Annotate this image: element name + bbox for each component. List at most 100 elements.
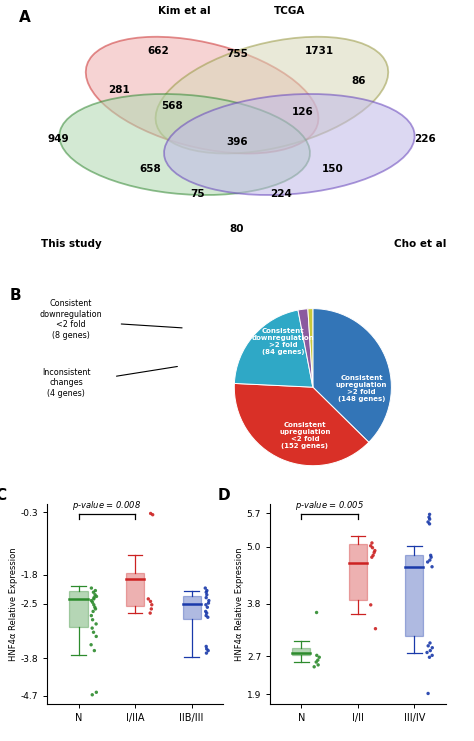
Point [203,607,210,619]
Point [146,607,154,619]
Text: Cho et al: Cho et al [394,239,447,249]
Point [202,605,210,617]
Point [367,540,374,552]
Text: $p$-value = 0.008: $p$-value = 0.008 [72,499,141,512]
Ellipse shape [155,37,388,153]
Point [372,622,379,634]
Text: This study: This study [41,239,101,249]
Wedge shape [298,309,313,387]
Bar [349,545,367,600]
Point [203,647,210,659]
Text: TCGA: TCGA [273,6,305,16]
Point [367,599,374,611]
Point [426,518,433,530]
Point [204,611,211,623]
Bar [126,573,144,606]
Point [88,610,95,622]
Point [92,686,100,698]
Text: D: D [218,488,230,503]
Point [91,645,98,657]
Point [369,549,377,561]
Point [88,622,96,634]
Text: Inconsistent
changes
(4 genes): Inconsistent changes (4 genes) [42,368,91,398]
Point [427,645,434,657]
Point [203,602,211,614]
Point [201,582,209,594]
Text: 1731: 1731 [305,46,335,56]
Point [203,643,210,655]
Ellipse shape [86,37,319,153]
Wedge shape [234,383,369,465]
Point [371,545,379,556]
Point [426,554,434,566]
Point [91,603,99,615]
Text: 662: 662 [147,46,169,56]
Point [203,589,210,601]
Point [203,585,210,597]
Text: C: C [0,488,6,503]
Point [369,542,376,554]
Point [91,585,99,597]
Point [89,597,96,608]
Point [147,508,155,519]
Point [89,614,96,625]
Point [145,593,152,605]
Point [312,656,320,668]
Point [202,599,210,611]
Point [202,592,210,604]
Point [426,637,434,649]
Text: 80: 80 [230,225,244,234]
Point [92,618,100,630]
Point [426,514,433,525]
Point [92,631,100,642]
Point [370,547,378,559]
Text: 126: 126 [292,107,313,116]
Text: Consistent
downregulation
<2 fold
(8 genes): Consistent downregulation <2 fold (8 gen… [40,299,102,339]
Point [90,593,98,605]
Point [204,645,212,657]
Point [147,596,155,608]
Text: B: B [9,288,21,303]
Text: Consistent
downregulation
>2 fold
(84 genes): Consistent downregulation >2 fold (84 ge… [252,328,314,355]
Bar [292,648,310,655]
Text: 86: 86 [352,76,366,87]
Text: Consistent
upregulation
<2 fold
(152 genes): Consistent upregulation <2 fold (152 gen… [279,422,331,449]
Text: 281: 281 [109,84,130,95]
Point [428,642,436,654]
Point [424,516,432,528]
Text: Consistent
upregulation
>2 fold
(148 genes): Consistent upregulation >2 fold (148 gen… [336,375,387,402]
Wedge shape [234,310,313,387]
Point [314,654,322,666]
Point [424,640,432,652]
Point [90,626,97,638]
Text: 75: 75 [191,189,205,199]
Point [205,597,212,609]
Point [202,610,210,622]
Point [428,551,435,563]
Text: 568: 568 [161,101,182,111]
Point [314,659,322,671]
Point [91,589,99,601]
Bar [405,555,423,637]
Point [89,605,97,617]
Point [87,639,95,651]
Point [90,599,98,611]
Text: 150: 150 [322,165,344,174]
Wedge shape [313,309,392,442]
Ellipse shape [59,94,310,195]
Point [88,594,95,606]
Point [93,591,100,602]
Point [205,594,213,606]
Point [425,511,433,523]
Point [89,689,96,701]
Point [147,603,155,615]
Point [202,586,210,598]
Text: 396: 396 [226,137,248,147]
Point [427,549,435,561]
Text: 949: 949 [47,134,69,144]
Point [148,599,155,611]
Y-axis label: HNF4α Relative Expression: HNF4α Relative Expression [9,547,18,661]
Point [90,586,97,598]
Point [88,582,95,594]
Point [424,556,431,568]
